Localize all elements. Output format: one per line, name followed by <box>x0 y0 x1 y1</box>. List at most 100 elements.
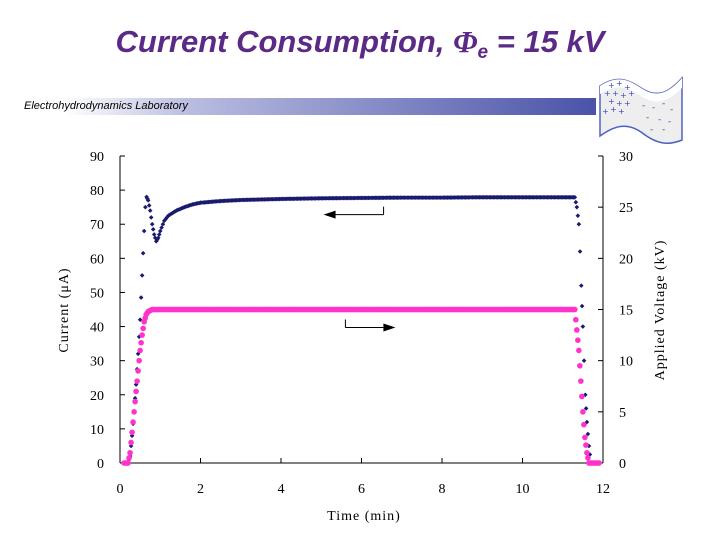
x-tick-label: 4 <box>278 482 285 497</box>
voltage-series <box>121 306 602 466</box>
y2-tick-label: 30 <box>619 150 633 165</box>
banner-bar <box>18 98 596 115</box>
current-point <box>157 228 163 234</box>
svg-text:+: + <box>610 105 617 114</box>
x-tick-label: 8 <box>439 482 446 497</box>
current-point <box>574 204 580 210</box>
y-tick-label: 70 <box>90 218 104 233</box>
y-axis-label: Current (μA) <box>57 267 72 352</box>
current-point <box>135 351 141 357</box>
current-point <box>129 433 135 439</box>
y2-tick-label: 10 <box>619 355 633 370</box>
current-point <box>581 358 587 363</box>
page-title: Current Consumption, Φe = 15 kV <box>0 24 720 64</box>
svg-text:+: + <box>616 99 623 108</box>
current-point <box>146 203 152 208</box>
voltage-point <box>129 429 135 436</box>
voltage-point <box>585 455 591 461</box>
svg-text:+: + <box>608 97 615 106</box>
y2-axis-label: Applied Voltage (kV) <box>653 240 668 381</box>
voltage-point <box>138 339 144 346</box>
voltage-point <box>139 332 145 338</box>
y2-tick-label: 15 <box>619 304 633 319</box>
logo-wave-band <box>600 78 682 102</box>
voltage-point <box>578 378 584 384</box>
voltage-point <box>131 409 137 415</box>
y-tick-label: 90 <box>90 150 104 165</box>
current-point <box>128 443 134 449</box>
current-point <box>156 232 162 237</box>
svg-text:+: + <box>618 107 625 116</box>
x-tick-label: 2 <box>197 482 204 497</box>
title-main: Current Consumption, <box>115 24 454 59</box>
current-point <box>155 235 161 241</box>
voltage-point <box>580 409 586 415</box>
svg-text:-: - <box>642 101 645 111</box>
voltage-point <box>126 455 132 461</box>
current-point <box>151 232 157 237</box>
voltage-point <box>576 347 582 354</box>
y2-tick-label: 0 <box>619 457 626 472</box>
voltage-point <box>574 327 580 333</box>
svg-text:+: + <box>612 89 619 98</box>
voltage-point <box>573 316 579 323</box>
banner-label: Electrohydrodynamics Laboratory <box>24 100 188 112</box>
y2-tick-label: 5 <box>619 406 626 421</box>
current-point <box>149 221 155 227</box>
current-point <box>161 218 167 224</box>
arrow-right-icon <box>344 319 396 332</box>
svg-text:-: - <box>650 125 653 135</box>
voltage-point <box>133 388 139 395</box>
voltage-point <box>125 460 131 466</box>
voltage-point <box>572 306 578 313</box>
current-point <box>145 198 151 203</box>
voltage-point <box>130 419 136 425</box>
voltage-point <box>134 378 140 384</box>
current-point <box>585 431 591 437</box>
chart-series <box>121 194 602 466</box>
svg-text:+: + <box>620 91 627 100</box>
y2-tick-label: 25 <box>619 201 633 216</box>
current-point <box>583 406 589 411</box>
y-tick-label: 10 <box>90 423 104 438</box>
y-tick-label: 30 <box>90 355 104 370</box>
y-tick-label: 0 <box>97 457 104 472</box>
current-point <box>140 250 146 256</box>
current-point <box>572 194 578 200</box>
x-tick-label: 10 <box>516 482 530 497</box>
voltage-point <box>579 393 585 400</box>
y2-tick-label: 20 <box>619 252 633 267</box>
current-point <box>579 303 585 309</box>
y-tick-label: 50 <box>90 286 104 301</box>
title-tail: = 15 kV <box>488 24 605 59</box>
x-tick-label: 12 <box>596 482 610 497</box>
voltage-point <box>575 337 581 344</box>
current-point <box>148 215 154 220</box>
svg-text:+: + <box>608 81 615 90</box>
y-tick-label: 60 <box>90 252 104 267</box>
current-point <box>580 324 586 329</box>
current-point <box>164 215 170 220</box>
voltage-point <box>135 368 141 374</box>
voltage-point <box>137 347 143 354</box>
title-symbol: Φ <box>453 24 478 59</box>
logo-minus-signs: - - -- --- -- <box>642 99 673 135</box>
voltage-point <box>596 460 602 466</box>
voltage-point <box>140 325 146 332</box>
y-tick-label: 20 <box>90 389 104 404</box>
current-point <box>154 237 160 242</box>
voltage-point <box>127 449 133 456</box>
svg-text:+: + <box>624 99 631 108</box>
svg-text:-: - <box>652 103 655 113</box>
chart-ticks: 0 2 4 6 8 10 12 0 10 20 30 40 50 60 70 80 90 0 5 10 15 20 25 30 <box>90 150 633 497</box>
voltage-point <box>582 434 588 441</box>
voltage-point <box>583 442 589 448</box>
current-point <box>150 227 156 232</box>
voltage-point <box>132 398 138 405</box>
svg-text:+: + <box>624 83 631 92</box>
svg-text:+: + <box>604 89 611 98</box>
current-point <box>576 221 582 227</box>
x-tick-label: 0 <box>117 482 124 497</box>
current-point <box>141 228 147 234</box>
x-tick-label: 6 <box>358 482 365 497</box>
